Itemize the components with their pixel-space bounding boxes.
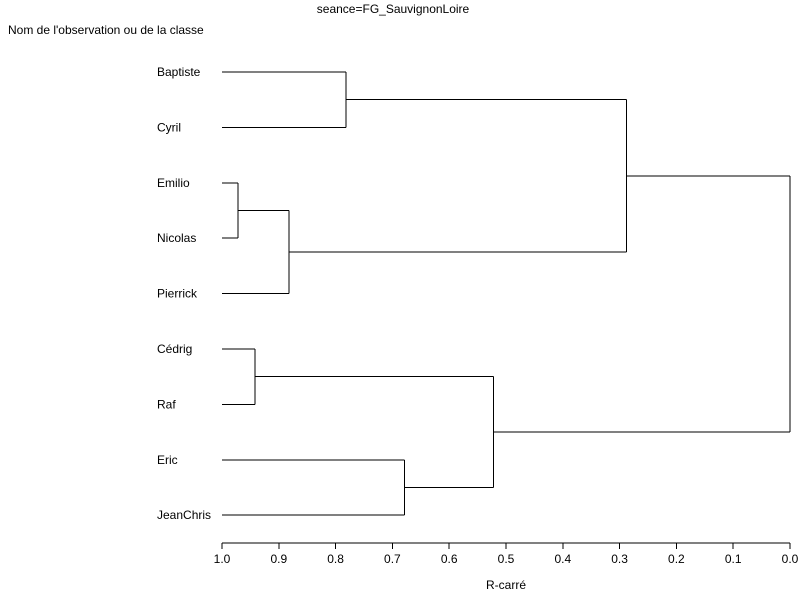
x-axis: 1.0 0.9 0.8 0.7 0.6 0.5 0.4 0.3 0.2 0.1 0.0	[214, 542, 799, 566]
chart-title: seance=FG_SauvignonLoire	[317, 2, 470, 16]
x-tick-label: 0.5	[498, 552, 515, 566]
x-tick-label: 1.0	[214, 552, 231, 566]
x-tick-label: 0.3	[611, 552, 628, 566]
x-axis-label: R-carré	[486, 578, 526, 592]
y-axis-label: Nom de l'observation ou de la classe	[8, 23, 204, 37]
x-tick-label: 0.1	[725, 552, 742, 566]
leaf-label: Baptiste	[157, 65, 201, 79]
x-tick-label: 0.6	[441, 552, 458, 566]
leaf-label: Pierrick	[157, 287, 198, 301]
x-tick-label: 0.9	[270, 552, 287, 566]
x-tick-label: 0.4	[554, 552, 571, 566]
leaf-label: Cédrig	[157, 342, 192, 356]
x-tick-label: 0.0	[782, 552, 799, 566]
leaf-label: Cyril	[157, 120, 181, 134]
leaf-labels: Baptiste Cyril Emilio Nicolas Pierrick Cédrig…	[157, 65, 211, 522]
leaf-label: Nicolas	[157, 231, 196, 245]
leaf-label: JeanChris	[157, 508, 211, 522]
leaf-label: Eric	[157, 453, 178, 467]
leaf-label: Raf	[157, 397, 176, 411]
dendrogram-branches	[222, 71, 791, 516]
leaf-label: Emilio	[157, 176, 190, 190]
x-tick-label: 0.2	[668, 552, 685, 566]
x-tick-label: 0.7	[384, 552, 401, 566]
x-tick-label: 0.8	[327, 552, 344, 566]
